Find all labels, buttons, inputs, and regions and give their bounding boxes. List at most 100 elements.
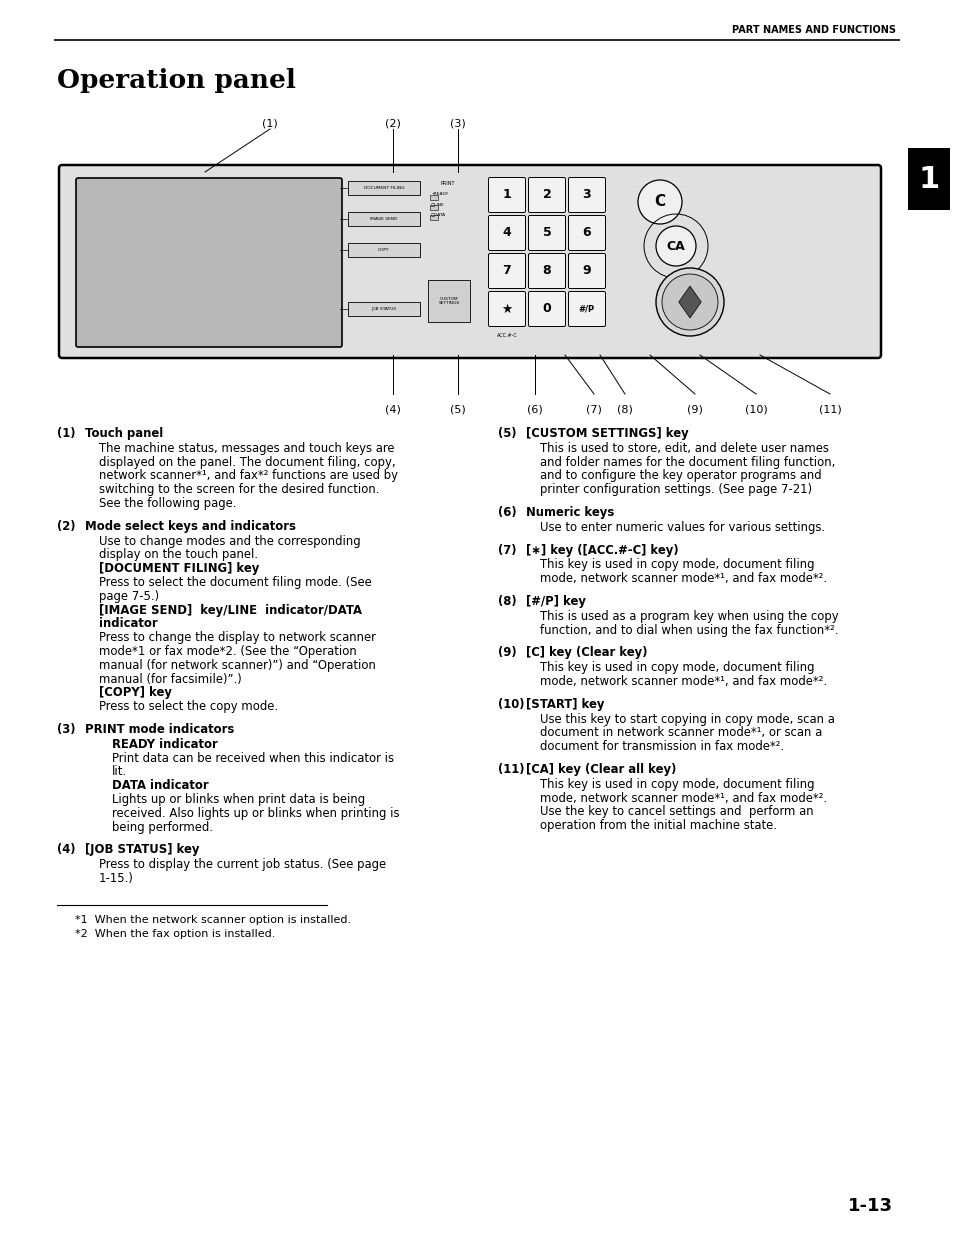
- Text: PRINT mode indicators: PRINT mode indicators: [85, 722, 234, 736]
- FancyBboxPatch shape: [76, 178, 341, 347]
- Text: DATA indicator: DATA indicator: [112, 779, 209, 792]
- Text: □LINE: □LINE: [431, 203, 444, 206]
- Text: and to configure the key operator programs and: and to configure the key operator progra…: [539, 469, 821, 483]
- Text: 6: 6: [582, 226, 591, 240]
- Text: (6): (6): [527, 405, 542, 415]
- Text: C: C: [654, 194, 665, 210]
- Text: (3): (3): [57, 722, 75, 736]
- FancyBboxPatch shape: [528, 291, 565, 326]
- Circle shape: [656, 268, 723, 336]
- Text: ∙READY: ∙READY: [431, 191, 448, 196]
- Text: (5): (5): [497, 427, 516, 440]
- Text: mode, network scanner mode*¹, and fax mode*².: mode, network scanner mode*¹, and fax mo…: [539, 572, 826, 585]
- Text: Operation panel: Operation panel: [57, 68, 295, 93]
- Text: 0: 0: [542, 303, 551, 315]
- Text: display on the touch panel.: display on the touch panel.: [99, 548, 258, 562]
- Text: The machine status, messages and touch keys are: The machine status, messages and touch k…: [99, 442, 395, 454]
- Text: (1): (1): [262, 119, 277, 128]
- Text: [C] key (Clear key): [C] key (Clear key): [525, 646, 647, 659]
- Text: document for transmission in fax mode*².: document for transmission in fax mode*².: [539, 740, 783, 753]
- Text: 7: 7: [502, 264, 511, 278]
- Text: PRINT: PRINT: [440, 182, 455, 186]
- Text: Press to display the current job status. (See page: Press to display the current job status.…: [99, 858, 386, 871]
- Text: 2: 2: [542, 189, 551, 201]
- Text: This is used as a program key when using the copy: This is used as a program key when using…: [539, 610, 838, 622]
- Bar: [348, 182, 419, 195]
- Text: Lights up or blinks when print data is being: Lights up or blinks when print data is b…: [112, 793, 365, 806]
- Text: This key is used in copy mode, document filing: This key is used in copy mode, document …: [539, 778, 814, 790]
- Text: page 7-5.): page 7-5.): [99, 590, 159, 603]
- Bar: [348, 243, 419, 257]
- Text: (11): (11): [818, 405, 841, 415]
- FancyBboxPatch shape: [528, 215, 565, 251]
- Text: (11): (11): [497, 763, 524, 776]
- Text: (1): (1): [57, 427, 75, 440]
- Text: CUSTOM
SETTINGS: CUSTOM SETTINGS: [438, 296, 459, 305]
- Text: [CUSTOM SETTINGS] key: [CUSTOM SETTINGS] key: [525, 427, 688, 440]
- Text: This key is used in copy mode, document filing: This key is used in copy mode, document …: [539, 558, 814, 572]
- Text: DOCUMENT FILING: DOCUMENT FILING: [363, 186, 404, 190]
- FancyBboxPatch shape: [568, 253, 605, 289]
- Text: document in network scanner mode*¹, or scan a: document in network scanner mode*¹, or s…: [539, 726, 821, 740]
- Text: 9: 9: [582, 264, 591, 278]
- Text: operation from the initial machine state.: operation from the initial machine state…: [539, 819, 776, 832]
- Text: Numeric keys: Numeric keys: [525, 506, 614, 519]
- Text: [CA] key (Clear all key): [CA] key (Clear all key): [525, 763, 676, 776]
- Text: (10): (10): [497, 698, 524, 711]
- Text: function, and to dial when using the fax function*².: function, and to dial when using the fax…: [539, 624, 838, 636]
- Text: (8): (8): [617, 405, 632, 415]
- Text: Use this key to start copying in copy mode, scan a: Use this key to start copying in copy mo…: [539, 713, 834, 726]
- Text: mode, network scanner mode*¹, and fax mode*².: mode, network scanner mode*¹, and fax mo…: [539, 676, 826, 688]
- Text: Touch panel: Touch panel: [85, 427, 163, 440]
- Text: mode, network scanner mode*¹, and fax mode*².: mode, network scanner mode*¹, and fax mo…: [539, 792, 826, 804]
- Text: Mode select keys and indicators: Mode select keys and indicators: [85, 520, 295, 532]
- Text: 1-15.): 1-15.): [99, 872, 133, 885]
- Text: [COPY] key: [COPY] key: [99, 687, 172, 699]
- Text: [START] key: [START] key: [525, 698, 604, 711]
- Text: and folder names for the document filing function,: and folder names for the document filing…: [539, 456, 835, 468]
- Text: [DOCUMENT FILING] key: [DOCUMENT FILING] key: [99, 562, 259, 576]
- Text: 1-13: 1-13: [847, 1197, 892, 1215]
- FancyBboxPatch shape: [528, 178, 565, 212]
- Text: READY indicator: READY indicator: [112, 737, 217, 751]
- Circle shape: [656, 226, 696, 266]
- Text: □DATA: □DATA: [431, 212, 446, 216]
- Text: (2): (2): [385, 119, 400, 128]
- Bar: [430, 215, 437, 220]
- Text: 3: 3: [582, 189, 591, 201]
- Text: being performed.: being performed.: [112, 820, 213, 834]
- Text: ★: ★: [501, 303, 512, 315]
- Text: received. Also lights up or blinks when printing is: received. Also lights up or blinks when …: [112, 806, 399, 820]
- Text: (4): (4): [385, 405, 400, 415]
- Bar: [348, 212, 419, 226]
- Text: This is used to store, edit, and delete user names: This is used to store, edit, and delete …: [539, 442, 828, 454]
- Bar: [907, 148, 949, 210]
- Text: ACC.#-C: ACC.#-C: [497, 333, 517, 338]
- Text: switching to the screen for the desired function.: switching to the screen for the desired …: [99, 483, 379, 496]
- Text: [∗] key ([ACC.#-C] key): [∗] key ([ACC.#-C] key): [525, 543, 678, 557]
- Text: COPY: COPY: [377, 248, 390, 252]
- Text: (9): (9): [686, 405, 702, 415]
- Bar: [348, 303, 419, 316]
- Text: 4: 4: [502, 226, 511, 240]
- FancyBboxPatch shape: [528, 253, 565, 289]
- Bar: [428, 280, 470, 322]
- Text: Print data can be received when this indicator is: Print data can be received when this ind…: [112, 752, 394, 764]
- Text: This key is used in copy mode, document filing: This key is used in copy mode, document …: [539, 661, 814, 674]
- Bar: [430, 205, 437, 210]
- Text: (6): (6): [497, 506, 517, 519]
- FancyBboxPatch shape: [488, 178, 525, 212]
- Text: See the following page.: See the following page.: [99, 496, 236, 510]
- Text: #/P: #/P: [578, 305, 595, 314]
- Text: Use to enter numeric values for various settings.: Use to enter numeric values for various …: [539, 521, 824, 534]
- Text: [#/P] key: [#/P] key: [525, 595, 585, 608]
- Text: Press to select the document filing mode. (See: Press to select the document filing mode…: [99, 576, 372, 589]
- Text: JOB STATUS: JOB STATUS: [371, 308, 396, 311]
- Text: IMAGE SEND: IMAGE SEND: [370, 217, 397, 221]
- FancyBboxPatch shape: [488, 291, 525, 326]
- Text: Press to change the display to network scanner: Press to change the display to network s…: [99, 631, 375, 645]
- Text: printer configuration settings. (See page 7-21): printer configuration settings. (See pag…: [539, 483, 811, 496]
- FancyBboxPatch shape: [568, 291, 605, 326]
- Text: Use the key to cancel settings and  perform an: Use the key to cancel settings and perfo…: [539, 805, 813, 819]
- Text: CA: CA: [666, 240, 684, 252]
